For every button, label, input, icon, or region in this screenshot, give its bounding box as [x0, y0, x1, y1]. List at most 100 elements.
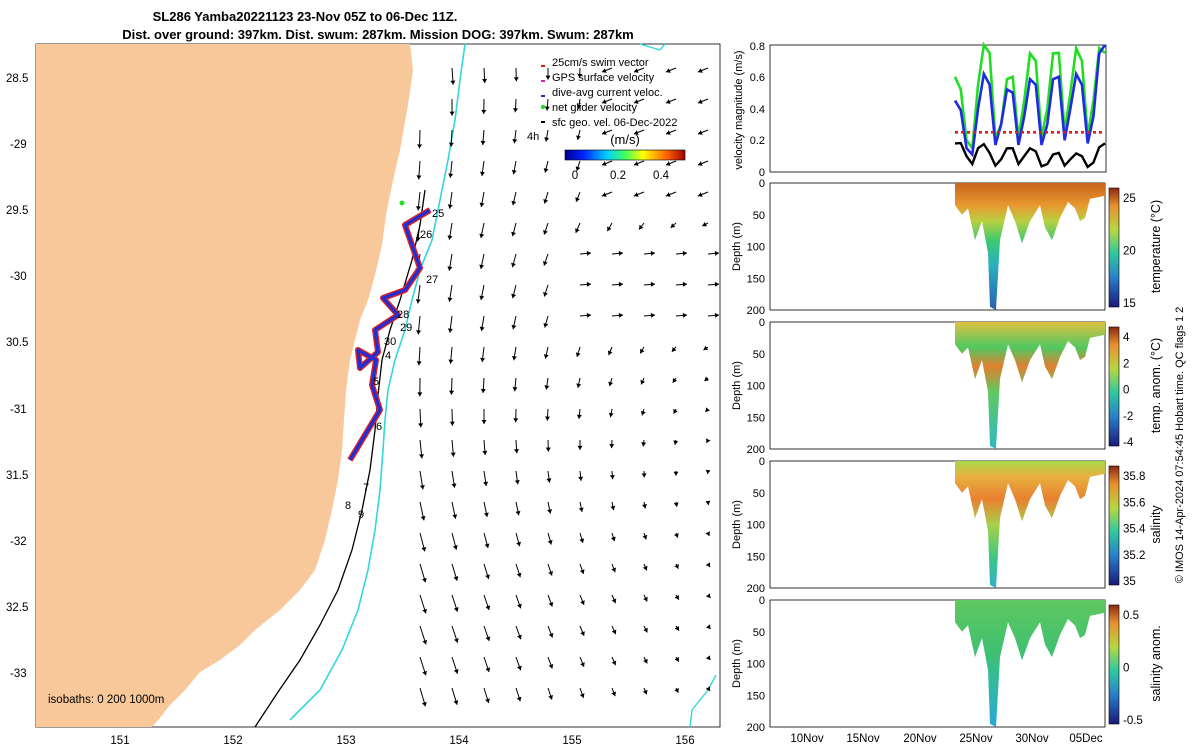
- velocity-arrowhead: [705, 531, 711, 537]
- velocity-arrowhead: [577, 445, 583, 450]
- velocity-arrowhead: [578, 476, 584, 481]
- velocity-arrowhead: [545, 416, 551, 421]
- velocity-arrowhead: [650, 281, 655, 287]
- velocity-arrowhead: [674, 688, 679, 693]
- velocity-series-line: [953, 44, 1107, 158]
- day-label: 29: [400, 322, 412, 334]
- velocity-arrowhead: [634, 130, 639, 135]
- lat-tick: -30: [10, 271, 27, 283]
- velocity-arrowhead: [415, 299, 421, 304]
- velocity-panel: 0 0.2 0.4 0.6 0.8 velocity magnitude (m/…: [733, 41, 1107, 179]
- colorbar-tick: 35.2: [1123, 550, 1145, 562]
- lon-tick: 153: [336, 735, 355, 747]
- velocity-arrowhead: [543, 354, 549, 359]
- velocity-arrowhead: [512, 387, 518, 392]
- velocity-arrowhead: [544, 385, 550, 390]
- lon-ticks: 151 152 153 154 155 156: [110, 735, 694, 747]
- velocity-arrowhead: [640, 379, 646, 385]
- glider-start-marker: [399, 200, 405, 206]
- title-line2: Dist. over ground: 397km. Dist. swum: 28…: [122, 27, 634, 42]
- velocity-arrowhead: [607, 226, 612, 232]
- profile-panel-temp-anom: 0 50 100 150 200 Depth (m) 4 2 0 -2 -4 temp. anom. …: [731, 317, 1163, 456]
- velocity-arrowhead: [543, 168, 549, 173]
- lat-tick: 31.5: [6, 470, 28, 482]
- velocity-arrowhead: [714, 281, 719, 287]
- velocity-arrowhead: [484, 543, 490, 548]
- velocity-arrowhead: [481, 419, 487, 424]
- velocity-arrowhead: [422, 608, 428, 614]
- velocity-arrowhead: [416, 330, 422, 335]
- legend-extra: 4h: [527, 131, 539, 143]
- velocity-arrowhead: [705, 562, 711, 568]
- velocity-arrowhead: [607, 350, 613, 356]
- profile-colorbar: [1108, 465, 1120, 586]
- legend-label: net glider velocity: [552, 102, 637, 114]
- lon-tick: 156: [675, 735, 694, 747]
- velocity-arrowhead: [586, 312, 591, 318]
- velocity-arrowhead: [634, 192, 639, 197]
- velocity-arrowhead: [543, 323, 549, 328]
- depth-tick: 150: [747, 690, 765, 702]
- velocity-arrowhead: [482, 78, 488, 83]
- vel-ytick: 0: [759, 167, 765, 179]
- depth-tick: 100: [747, 659, 765, 671]
- velocity-arrowhead: [514, 449, 520, 454]
- velocity-arrowhead: [449, 390, 455, 395]
- depth-tick: 50: [753, 210, 765, 222]
- velocity-arrowhead: [542, 260, 548, 266]
- velocity-arrowhead: [517, 603, 522, 609]
- depth-label: Depth (m): [731, 639, 743, 688]
- velocity-arrowhead: [421, 701, 427, 707]
- colorbar-label: salinity anom.: [1149, 625, 1163, 701]
- velocity-arrowhead: [485, 636, 491, 641]
- credit-text: © IMOS 14-Apr-2024 07:54:45 Hobart time.…: [1174, 307, 1186, 584]
- velocity-arrowhead: [480, 357, 486, 362]
- velocity-arrowhead: [634, 99, 639, 104]
- velocity-arrowhead: [641, 442, 647, 447]
- velocity-arrowhead: [611, 691, 617, 697]
- velocity-arrowhead: [672, 378, 678, 383]
- colorbar-label: salinity: [1149, 505, 1163, 544]
- velocity-arrowhead: [643, 596, 648, 602]
- velocity-arrowhead: [543, 291, 548, 297]
- velocity-arrowhead: [618, 312, 623, 318]
- velocity-arrowhead: [610, 505, 616, 511]
- velocity-arrowhead: [609, 474, 615, 480]
- legend-label: GPS surface velocity: [552, 72, 655, 84]
- depth-tick: 200: [747, 722, 765, 734]
- velocity-arrowhead: [543, 199, 549, 204]
- lat-tick: -31: [10, 404, 27, 416]
- legend-label: sfc geo. vel. 06-Dec-2022: [552, 117, 677, 129]
- velocity-arrowhead: [634, 161, 639, 166]
- legend-swatch: [540, 104, 546, 110]
- velocity-arrowhead: [419, 454, 424, 459]
- time-tick: 15Nov: [846, 733, 879, 745]
- depth-tick: 50: [753, 349, 765, 361]
- profile-panel-salinity-anom: 0 50 100 150 200 Depth (m) 0.5 0 -0.5 salinity an…: [731, 595, 1163, 734]
- velocity-arrowhead: [579, 538, 585, 543]
- isobath-1000: [289, 43, 466, 721]
- isobath-1000-offshore: [689, 674, 717, 728]
- velocity-arrowhead: [479, 233, 485, 238]
- velocity-arrowhead: [415, 237, 421, 242]
- velocity-arrowhead: [641, 473, 647, 478]
- velocity-arrowhead: [673, 502, 679, 507]
- depth-tick: 200: [747, 583, 765, 595]
- velocity-arrowhead: [608, 412, 614, 418]
- velocity-arrowhead: [544, 106, 550, 111]
- velocity-arrowhead: [705, 407, 710, 413]
- colorbar-tick: 0: [1123, 385, 1129, 397]
- profile-colorbar: [1108, 326, 1120, 447]
- velocity-arrowhead: [513, 77, 519, 82]
- velocity-arrowhead: [610, 536, 616, 542]
- velocity-arrowhead: [714, 250, 719, 256]
- velocity-arrowhead: [611, 660, 617, 666]
- velocity-arrowhead: [517, 665, 522, 671]
- colorbar-tick: 35.4: [1123, 524, 1146, 536]
- velocity-arrowhead: [479, 171, 485, 176]
- depth-tick: 0: [759, 178, 765, 190]
- velocity-arrowhead: [421, 546, 427, 552]
- velocity-arrowhead: [705, 686, 710, 692]
- velocity-arrowhead: [698, 99, 703, 104]
